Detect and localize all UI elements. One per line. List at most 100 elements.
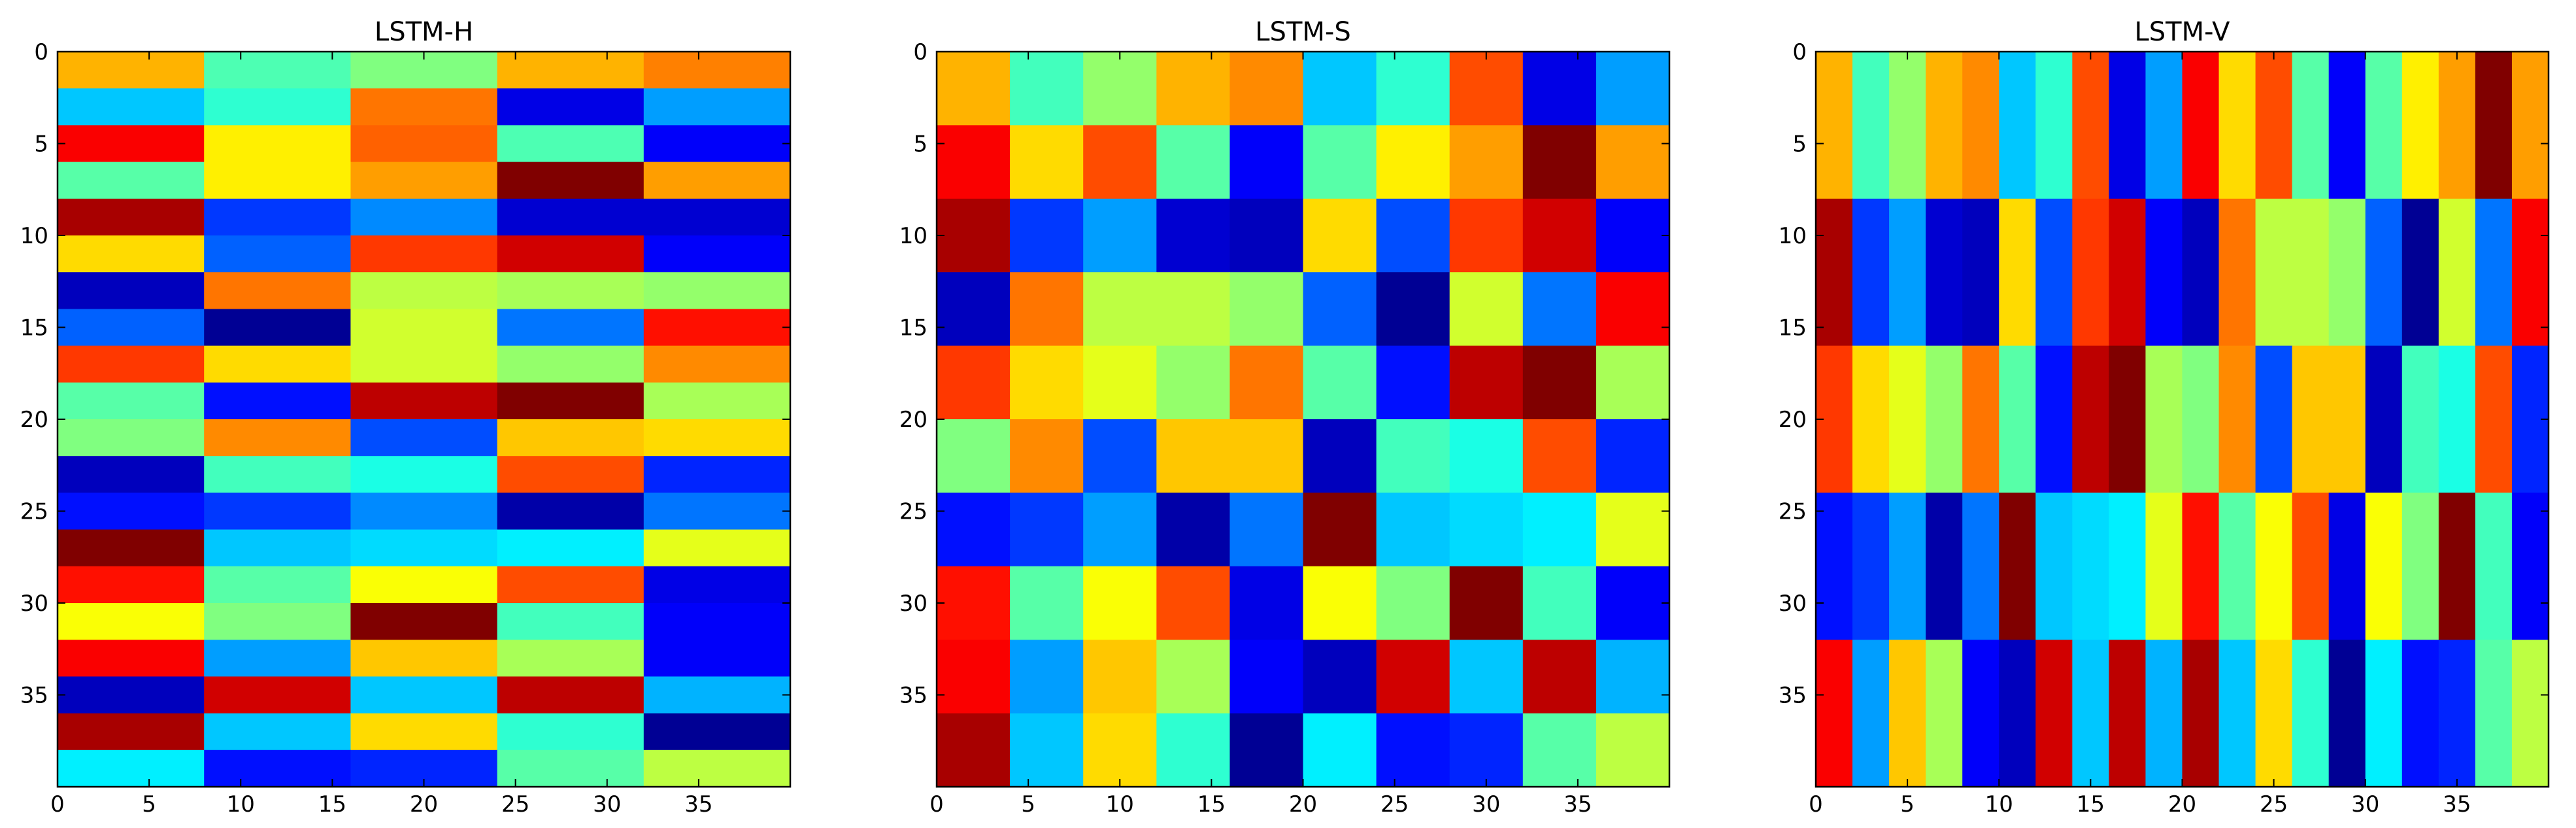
heatmap-cell	[350, 492, 498, 530]
heatmap-cell	[1229, 198, 1304, 273]
y-tick-label: 0	[1792, 39, 1807, 65]
heatmap-cell	[2401, 640, 2439, 787]
heatmap-cell	[2511, 52, 2549, 199]
heatmap-cell	[204, 309, 351, 347]
y-tick-label: 0	[913, 39, 928, 65]
heatmap-cell	[2511, 198, 2549, 347]
heatmap-cell	[1376, 492, 1450, 567]
heatmap-cell	[2475, 640, 2513, 787]
heatmap-cell	[204, 88, 351, 126]
heatmap-cell	[1596, 345, 1670, 420]
panel-title: LSTM-V	[2134, 17, 2230, 47]
heatmap-cell	[2218, 52, 2256, 199]
heatmap-cell	[1376, 419, 1450, 493]
heatmap-cell	[2438, 198, 2476, 347]
y-tick-label: 25	[899, 499, 928, 525]
heatmap-cell	[350, 713, 498, 751]
x-tick-label: 20	[2168, 791, 2196, 818]
heatmap-cell	[2182, 492, 2220, 640]
heatmap-cell	[643, 492, 791, 530]
heatmap-cell	[497, 676, 644, 714]
heatmap-cell	[350, 125, 498, 163]
heatmap-cell	[2255, 52, 2293, 199]
y-tick-label: 35	[899, 683, 928, 709]
heatmap-cell	[497, 419, 644, 457]
heatmap-cell	[1596, 640, 1670, 714]
x-tick-label: 5	[142, 791, 156, 818]
y-tick-label: 20	[899, 407, 928, 433]
heatmap-panel-3: LSTM-V 0 5 10 15 20 25 30 35 0 5 10 15 20 25 30 35	[1779, 17, 2550, 818]
heatmap-cell	[2035, 640, 2073, 787]
heatmap-panels: LSTM-H0 5 10 15 20 25 30 3505101520253035LSTM-S…	[20, 17, 2550, 818]
heatmap-cell	[58, 419, 205, 457]
heatmap-cell	[2328, 492, 2366, 640]
heatmap-cell	[1083, 198, 1157, 273]
heatmap-cell	[2255, 345, 2293, 493]
heatmap-cell	[1010, 198, 1084, 273]
heatmap-cell	[2401, 52, 2439, 199]
heatmap-cell	[643, 456, 791, 493]
heatmap-cell	[58, 272, 205, 309]
heatmap-cell	[1303, 52, 1377, 126]
heatmap-cell	[2145, 52, 2183, 199]
heatmap-cell	[2035, 492, 2073, 640]
heatmap-cell	[497, 272, 644, 309]
heatmap-cell	[1376, 713, 1450, 787]
heatmap-cell	[937, 52, 1011, 126]
x-tick-label: 25	[501, 791, 529, 818]
heatmap-cell	[1522, 566, 1597, 640]
heatmap-cell	[350, 603, 498, 640]
heatmap-cell	[2182, 52, 2220, 199]
x-tick-label: 15	[2077, 791, 2105, 818]
heatmap-cell	[1962, 492, 1999, 640]
heatmap-cell	[2511, 640, 2549, 787]
heatmap-cell	[1376, 52, 1450, 126]
panel-title: LSTM-H	[375, 17, 473, 47]
heatmap-cell	[1926, 52, 1963, 199]
x-tick-label: 20	[410, 791, 438, 818]
y-tick-label: 35	[20, 683, 48, 709]
heatmap-cell	[1449, 125, 1524, 199]
heatmap-cell	[1596, 419, 1670, 493]
heatmap-cell	[204, 419, 351, 457]
heatmap-cell	[643, 125, 791, 163]
heatmap-cell	[58, 492, 205, 530]
heatmap-cell	[350, 345, 498, 383]
heatmap-cell	[204, 456, 351, 493]
heatmap-cell	[350, 198, 498, 236]
heatmap-cell	[1596, 52, 1670, 126]
heatmap-cell	[1156, 419, 1230, 493]
heatmap-cell	[643, 272, 791, 309]
heatmap-cell	[1303, 419, 1377, 493]
heatmap-panel-1: LSTM-H 0 5 10 15 20 25 30 35 0 5 10 15 20 25 30 35	[20, 17, 792, 818]
heatmap-cell	[1229, 492, 1304, 567]
heatmap-cell	[937, 419, 1011, 493]
heatmap-cell	[2072, 640, 2109, 787]
heatmap-cell	[1303, 198, 1377, 273]
heatmap-cell	[497, 235, 644, 273]
heatmap-cell	[643, 235, 791, 273]
heatmap-cell	[643, 419, 791, 457]
heatmap-cell	[1889, 640, 1926, 787]
y-tick-label: 15	[899, 315, 928, 341]
heatmap-cell	[643, 640, 791, 677]
heatmap-cell	[1229, 566, 1304, 640]
heatmap-cell	[1010, 52, 1084, 126]
heatmap-cell	[1376, 345, 1450, 420]
heatmap-cell	[1010, 566, 1084, 640]
heatmap-cell	[1156, 125, 1230, 199]
heatmap-cell	[643, 198, 791, 236]
heatmap-cell	[2365, 640, 2403, 787]
heatmap-cell	[2182, 198, 2220, 347]
heatmap-cell	[1852, 345, 1890, 493]
heatmap-cell	[1522, 345, 1597, 420]
heatmap-cell	[204, 603, 351, 640]
heatmap-cell	[2182, 640, 2220, 787]
heatmap-cell	[2328, 52, 2366, 199]
heatmap-cell	[2292, 52, 2330, 199]
heatmap-cell	[1999, 492, 2036, 640]
x-tick-label: 15	[1197, 791, 1226, 818]
heatmap-cell	[1303, 713, 1377, 787]
heatmap-cell	[1303, 125, 1377, 199]
heatmap-cell	[1962, 640, 1999, 787]
